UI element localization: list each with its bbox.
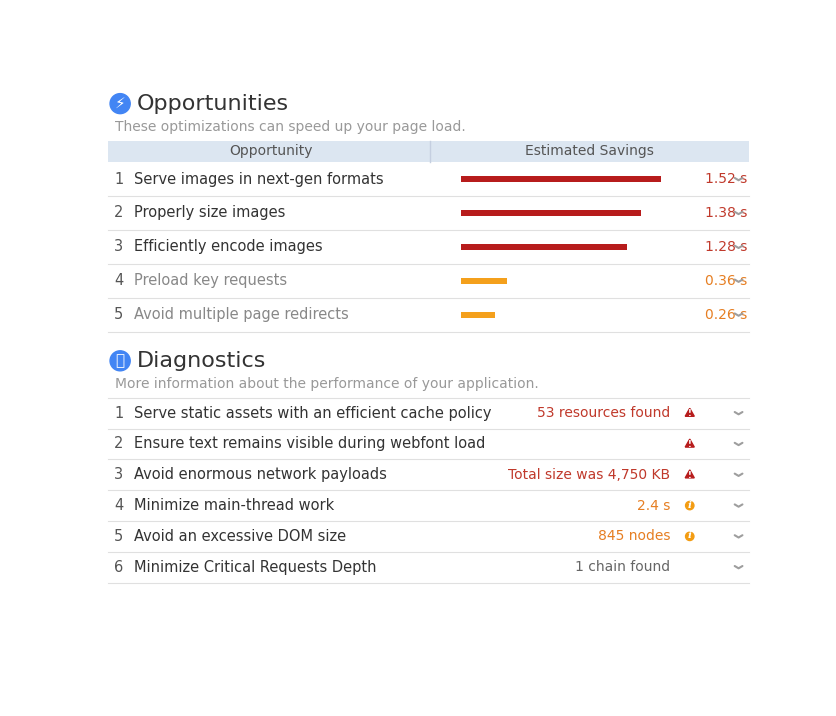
Text: More information about the performance of your application.: More information about the performance o…	[115, 377, 538, 391]
Polygon shape	[685, 470, 693, 478]
Text: 4: 4	[114, 274, 123, 289]
Text: Diagnostics: Diagnostics	[137, 351, 266, 371]
Text: Opportunity: Opportunity	[229, 145, 313, 158]
FancyBboxPatch shape	[461, 243, 626, 250]
Text: 5: 5	[114, 307, 123, 322]
Circle shape	[110, 351, 130, 371]
Text: 2: 2	[114, 205, 123, 221]
Polygon shape	[685, 439, 693, 447]
Circle shape	[110, 94, 130, 114]
Text: i: i	[687, 531, 691, 541]
FancyBboxPatch shape	[461, 210, 640, 216]
Text: 1 chain found: 1 chain found	[574, 560, 670, 574]
Text: 1: 1	[114, 406, 123, 421]
Text: 1: 1	[114, 172, 123, 187]
FancyBboxPatch shape	[461, 278, 506, 284]
Text: Properly size images: Properly size images	[134, 205, 285, 221]
Text: Avoid multiple page redirects: Avoid multiple page redirects	[134, 307, 349, 322]
Text: Ensure text remains visible during webfont load: Ensure text remains visible during webfo…	[134, 437, 485, 452]
Circle shape	[685, 532, 693, 541]
Text: These optimizations can speed up your page load.: These optimizations can speed up your pa…	[115, 120, 466, 134]
Text: Serve images in next-gen formats: Serve images in next-gen formats	[134, 172, 383, 187]
Text: 2.4 s: 2.4 s	[636, 498, 670, 513]
Text: 4: 4	[114, 498, 123, 513]
Text: !: !	[687, 470, 691, 480]
Text: 5: 5	[114, 529, 123, 544]
Text: 1.52 s: 1.52 s	[705, 172, 747, 186]
Text: Avoid enormous network payloads: Avoid enormous network payloads	[134, 468, 386, 483]
Text: !: !	[687, 409, 691, 418]
FancyBboxPatch shape	[461, 311, 494, 318]
Polygon shape	[685, 408, 693, 416]
Text: Minimize Critical Requests Depth: Minimize Critical Requests Depth	[134, 560, 376, 575]
Text: ⚡: ⚡	[115, 96, 125, 111]
Text: 6: 6	[114, 560, 123, 575]
Text: 3: 3	[114, 239, 123, 254]
Text: 1.28 s: 1.28 s	[705, 240, 747, 254]
Text: Serve static assets with an efficient cache policy: Serve static assets with an efficient ca…	[134, 406, 491, 421]
Text: 1.38 s: 1.38 s	[705, 206, 747, 220]
Text: 📋: 📋	[115, 353, 125, 368]
Text: 0.26 s: 0.26 s	[705, 308, 747, 321]
Text: 53 resources found: 53 resources found	[537, 406, 670, 420]
Text: Estimated Savings: Estimated Savings	[525, 145, 654, 158]
Text: 3: 3	[114, 468, 123, 483]
Text: 0.36 s: 0.36 s	[705, 274, 747, 288]
Text: i: i	[687, 500, 691, 510]
Text: Avoid an excessive DOM size: Avoid an excessive DOM size	[134, 529, 346, 544]
Text: Preload key requests: Preload key requests	[134, 274, 287, 289]
Text: Total size was 4,750 KB: Total size was 4,750 KB	[507, 468, 670, 482]
Text: Minimize main-thread work: Minimize main-thread work	[134, 498, 334, 513]
Text: 845 nodes: 845 nodes	[597, 529, 670, 543]
Text: !: !	[687, 440, 691, 449]
Text: Opportunities: Opportunities	[137, 94, 289, 114]
FancyBboxPatch shape	[109, 140, 748, 162]
FancyBboxPatch shape	[461, 176, 660, 182]
Text: Efficiently encode images: Efficiently encode images	[134, 239, 323, 254]
Text: 2: 2	[114, 437, 123, 452]
Circle shape	[685, 501, 693, 510]
